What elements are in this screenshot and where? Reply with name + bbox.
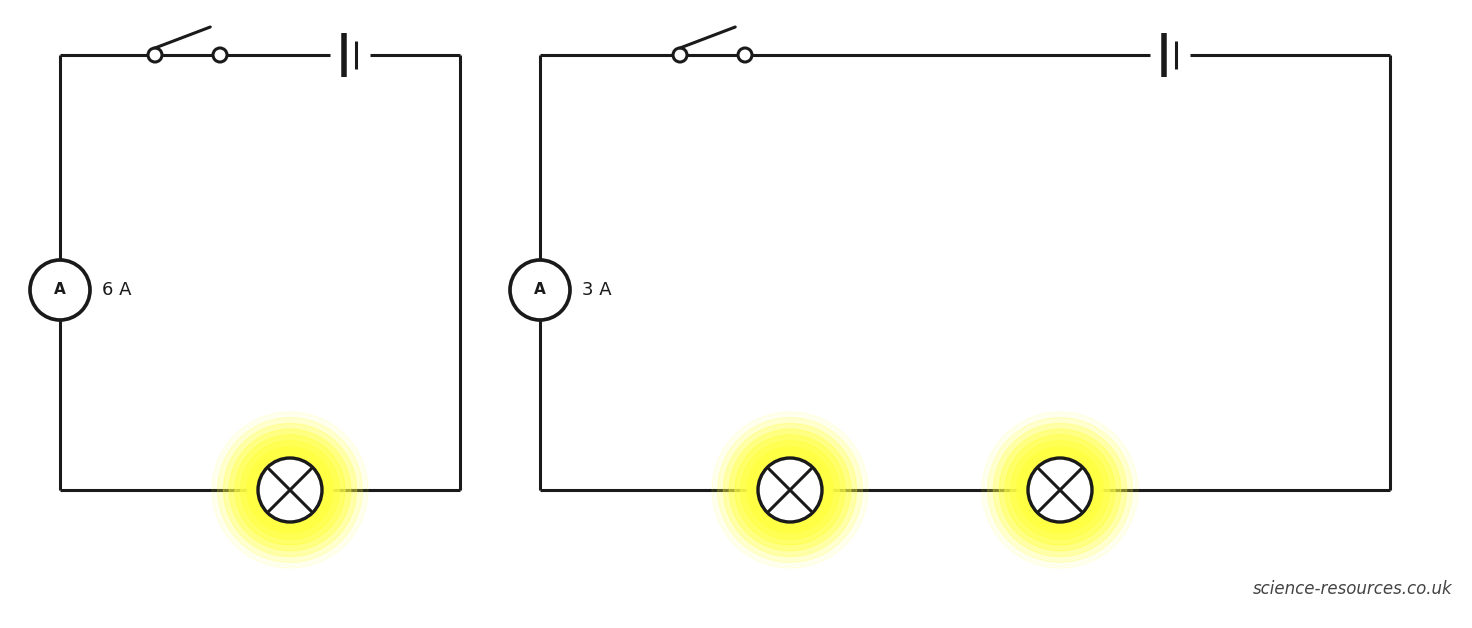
Circle shape [258,458,322,522]
Text: A: A [54,283,66,298]
Text: A: A [534,283,546,298]
Circle shape [723,423,857,556]
Circle shape [1019,448,1101,531]
Circle shape [999,429,1120,551]
Circle shape [712,412,868,568]
Circle shape [748,448,832,531]
Text: science-resources.co.uk: science-resources.co.uk [1253,580,1451,598]
Circle shape [236,435,344,545]
Circle shape [982,412,1138,568]
Circle shape [1005,435,1116,545]
Circle shape [994,423,1126,556]
Circle shape [213,48,227,62]
Circle shape [1027,458,1092,522]
Circle shape [212,412,368,568]
Circle shape [509,260,570,320]
Text: 6 A: 6 A [102,281,131,299]
Circle shape [252,452,328,528]
Circle shape [230,429,350,551]
Circle shape [737,48,752,62]
Circle shape [718,418,863,562]
Circle shape [729,429,851,551]
Circle shape [1017,447,1104,534]
Circle shape [149,48,162,62]
Circle shape [224,423,356,556]
Circle shape [246,447,334,534]
Circle shape [746,447,833,534]
Circle shape [735,435,845,545]
Circle shape [988,418,1132,562]
Circle shape [752,452,827,528]
Circle shape [241,441,339,539]
Circle shape [673,48,687,62]
Circle shape [758,458,821,522]
Circle shape [249,448,331,531]
Circle shape [740,441,839,539]
Circle shape [218,418,362,562]
Circle shape [1022,452,1098,528]
Circle shape [1011,441,1110,539]
Text: 3 A: 3 A [581,281,612,299]
Circle shape [29,260,90,320]
